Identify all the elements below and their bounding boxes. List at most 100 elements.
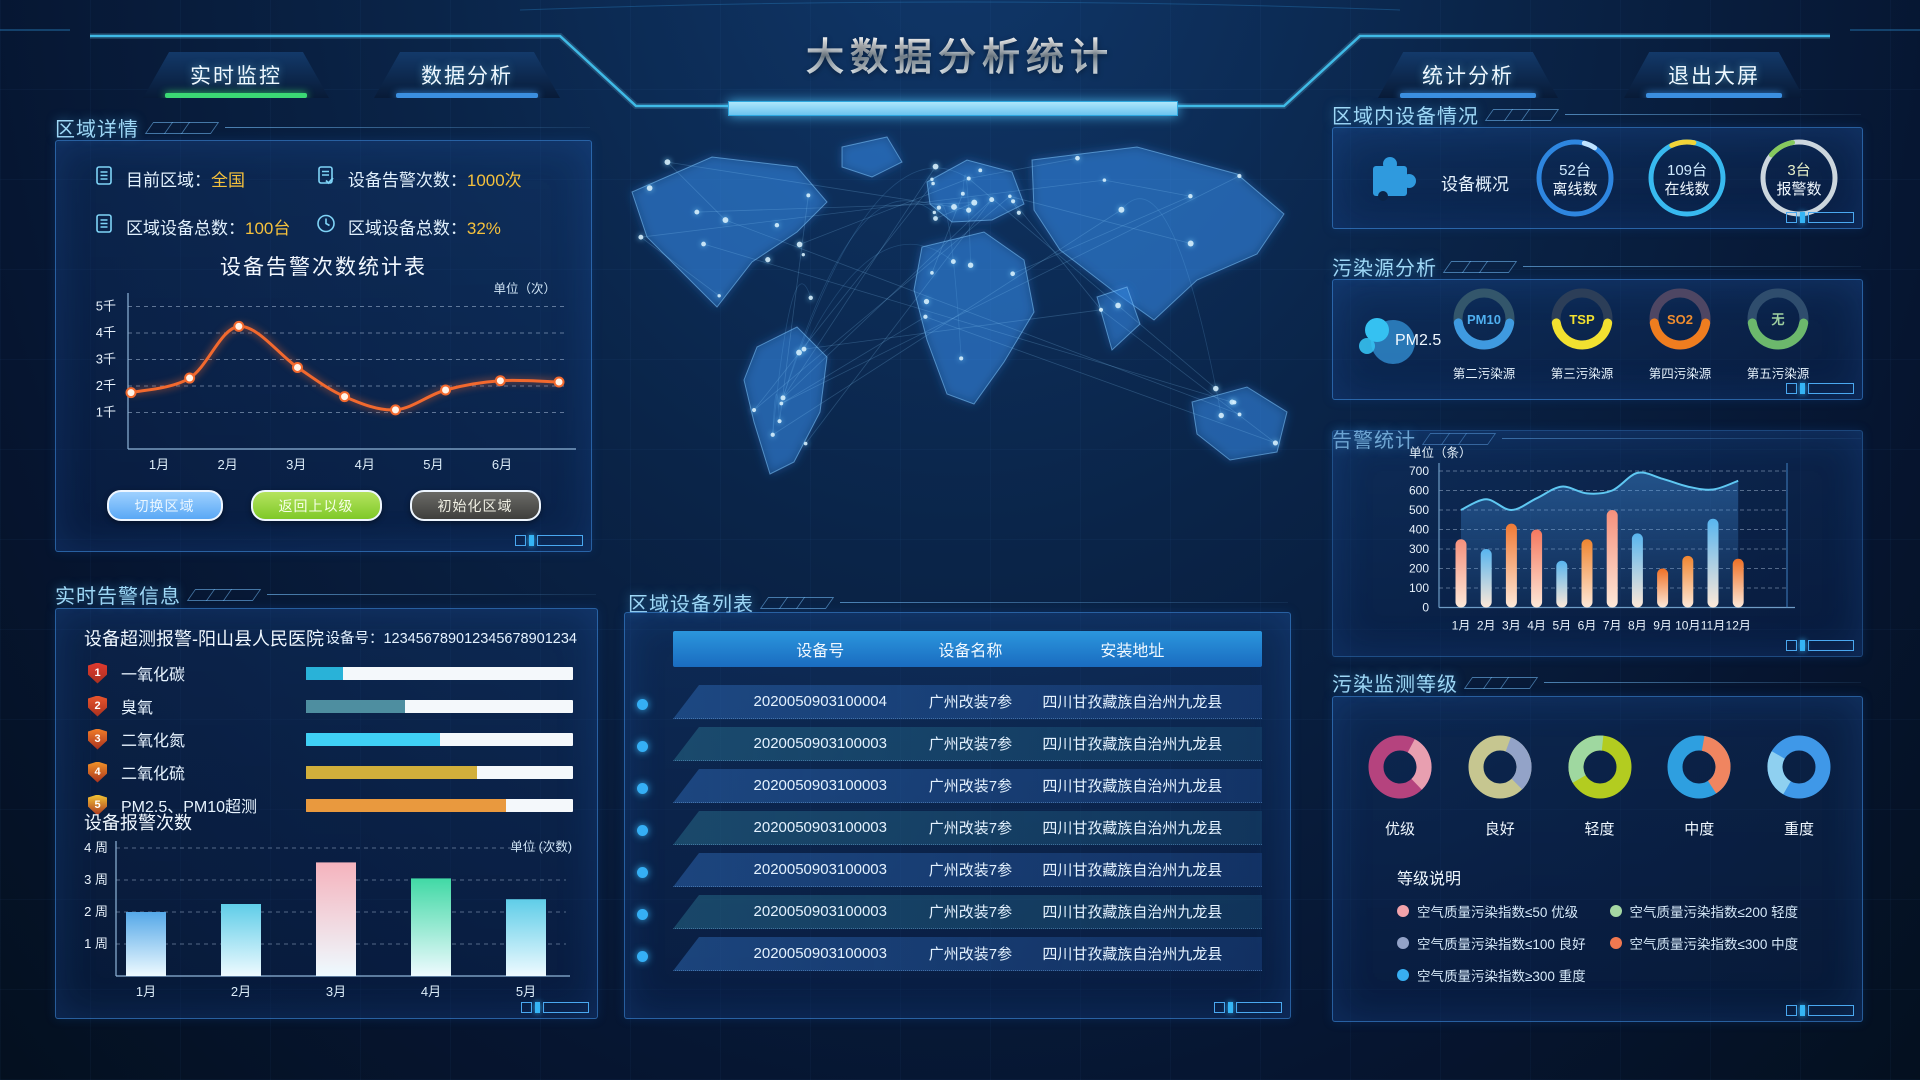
week-bar-title: 设备报警次数 bbox=[84, 813, 192, 833]
puzzle-icon bbox=[1373, 157, 1416, 201]
table-row[interactable]: 2020050903100003 广州改装7参 四川甘孜藏族自治州九龙县 bbox=[673, 895, 1262, 929]
overview-ring-3: 3台 报警数 bbox=[1757, 136, 1841, 220]
donut-label: 重度 bbox=[1783, 821, 1814, 838]
legend-text: 空气质量污染指数≥300 重度 bbox=[1417, 969, 1586, 984]
column-header-1: 设备号 bbox=[796, 643, 845, 660]
table-cell: 2020050903100003 bbox=[753, 945, 887, 962]
stat-label: 区域设备总数： bbox=[347, 218, 467, 238]
region-detail-title-text: 区域详情 bbox=[55, 119, 139, 141]
reset-region-button[interactable]: 初始化区域 bbox=[409, 490, 541, 521]
tab-left-2[interactable]: 数据分析 bbox=[374, 52, 560, 98]
row-dot bbox=[637, 825, 648, 836]
table-row[interactable]: 2020050903100003 广州改装7参 四川甘孜藏族自治州九龙县 bbox=[673, 769, 1262, 803]
source-ring-4: 无第五污染源 bbox=[1745, 286, 1811, 392]
title-line bbox=[1565, 114, 1861, 115]
svg-text:4月: 4月 bbox=[1527, 619, 1546, 633]
row-dot bbox=[637, 867, 648, 878]
tab-left-1[interactable]: 实时监控 bbox=[143, 52, 329, 98]
legend-dot bbox=[1397, 905, 1409, 917]
pollution-source-title-text: 污染源分析 bbox=[1332, 258, 1437, 280]
table-cell: 2020050903100003 bbox=[753, 903, 887, 920]
source-ring-3: SO2 第四污染源 bbox=[1647, 286, 1713, 392]
stat-text: 区域设备总数：100台 bbox=[126, 214, 290, 239]
source-label: 第四污染源 bbox=[1648, 367, 1712, 381]
table-cell: 2020050903100003 bbox=[753, 861, 887, 878]
svg-text:2月: 2月 bbox=[231, 984, 251, 999]
doc-icon bbox=[94, 213, 114, 239]
svg-text:12月: 12月 bbox=[1726, 619, 1751, 633]
pollution-source-title: 污染源分析 bbox=[1332, 252, 1861, 281]
region-buttons: 切换区域 返回上以级 初始化区域 bbox=[56, 490, 591, 521]
corner-decoration bbox=[521, 1002, 589, 1013]
svg-text:1月: 1月 bbox=[1452, 619, 1471, 633]
table-row[interactable]: 2020050903100003 广州改装7参 四川甘孜藏族自治州九龙县 bbox=[673, 727, 1262, 761]
pollutant-row-4: 4 二氧化硫 bbox=[88, 760, 573, 784]
svg-text:700: 700 bbox=[1409, 464, 1429, 478]
table-row[interactable]: 2020050903100003 广州改装7参 四川甘孜藏族自治州九龙县 bbox=[673, 937, 1262, 971]
svg-text:SO2: SO2 bbox=[1667, 312, 1693, 327]
clock-icon bbox=[316, 213, 336, 239]
stat-value: 32% bbox=[466, 218, 501, 238]
svg-text:3月: 3月 bbox=[286, 457, 306, 472]
table-cell: 2020050903100003 bbox=[753, 819, 887, 836]
svg-text:1 周: 1 周 bbox=[84, 936, 108, 951]
svg-text:2月: 2月 bbox=[217, 457, 237, 472]
table-row-wrap: 2020050903100004 广州改装7参 四川甘孜藏族自治州九龙县 bbox=[637, 685, 1262, 719]
svg-text:400: 400 bbox=[1409, 523, 1429, 537]
svg-text:3月: 3月 bbox=[1502, 619, 1521, 633]
device-overview-title-text: 区域内设备情况 bbox=[1332, 106, 1479, 128]
pollution-level-title-text: 污染监测等级 bbox=[1332, 674, 1458, 696]
alarm-stats-panel: 单位（条） 700 600 500 400 300 200 100 0 1月 2月 3月 4月 5月 6月 7… bbox=[1332, 430, 1863, 657]
rank-shield-icon: 2 bbox=[88, 695, 107, 717]
svg-text:1月: 1月 bbox=[136, 984, 156, 999]
svg-text:1月: 1月 bbox=[149, 457, 169, 472]
stat-label: 设备告警次数： bbox=[347, 170, 467, 190]
region-stats-grid: 目前区域：全国 设备告警次数：1000次 区域设备总数：100台 区域设备总数：32% bbox=[94, 165, 571, 239]
table-cell: 四川甘孜藏族自治州九龙县 bbox=[1042, 694, 1223, 711]
donut-label: 良好 bbox=[1484, 821, 1515, 838]
region-stat-4: 区域设备总数：32% bbox=[316, 213, 571, 239]
column-header-2: 设备名称 bbox=[938, 643, 1003, 660]
legend-item-4: 空气质量污染指数≤300 中度 bbox=[1609, 933, 1823, 953]
title-line bbox=[1544, 682, 1861, 683]
pollution-source-panel: PM2.5 PM10 第二污染源 TSP 第三污染源 SO2 第四污染源 无第五污染源 bbox=[1332, 279, 1863, 400]
svg-text:在线数: 在线数 bbox=[1664, 181, 1709, 198]
svg-text:500: 500 bbox=[1409, 503, 1429, 517]
pollutant-row-3: 3 二氧化氮 bbox=[88, 727, 573, 751]
pm25-bubbles-icon bbox=[1359, 318, 1415, 364]
svg-text:10月: 10月 bbox=[1675, 619, 1700, 633]
table-cell: 2020050903100004 bbox=[753, 693, 887, 710]
stat-text: 目前区域：全国 bbox=[126, 166, 245, 191]
rank-shield-icon: 3 bbox=[88, 728, 107, 750]
column-header-3: 安装地址 bbox=[1100, 643, 1165, 660]
legend-item-5: 空气质量污染指数≥300 重度 bbox=[1397, 965, 1610, 985]
table-cell: 四川甘孜藏族自治州九龙县 bbox=[1042, 736, 1223, 753]
svg-text:PM10: PM10 bbox=[1467, 312, 1501, 327]
switch-region-button[interactable]: 切换区域 bbox=[106, 490, 223, 521]
table-row[interactable]: 2020050903100003 广州改装7参 四川甘孜藏族自治州九龙县 bbox=[673, 811, 1262, 845]
title-underline-bar bbox=[728, 101, 1178, 116]
svg-text:2月: 2月 bbox=[1477, 619, 1496, 633]
pollutant-bar-fill bbox=[306, 765, 477, 779]
table-row[interactable]: 2020050903100003 广州改装7参 四川甘孜藏族自治州九龙县 bbox=[673, 853, 1262, 887]
source-label: 第五污染源 bbox=[1746, 367, 1810, 381]
tab-right-2[interactable]: 退出大屏 bbox=[1624, 52, 1804, 98]
back-level-button[interactable]: 返回上以级 bbox=[250, 490, 382, 521]
table-cell: 2020050903100003 bbox=[753, 735, 887, 752]
device-table-panel: 设备号 设备名称 安装地址 2020050903100004 广州改装7参 四川甘孜藏族… bbox=[624, 612, 1291, 1019]
row-dot bbox=[637, 951, 648, 962]
pollutant-row-5: 5 PM2.5、PM10超测 bbox=[88, 793, 573, 817]
table-cell: 2020050903100003 bbox=[753, 777, 887, 794]
device-table-title-text: 区域设备列表 bbox=[628, 594, 754, 616]
table-row[interactable]: 2020050903100004 广州改装7参 四川甘孜藏族自治州九龙县 bbox=[673, 685, 1262, 719]
stat-value: 全国 bbox=[211, 170, 245, 190]
table-cell: 四川甘孜藏族自治州九龙县 bbox=[1042, 904, 1223, 921]
corner-decoration bbox=[1786, 640, 1854, 651]
tab-label: 统计分析 bbox=[1422, 65, 1514, 88]
svg-text:单位（条）: 单位（条） bbox=[1409, 445, 1472, 460]
pollutant-bar-fill bbox=[306, 699, 405, 713]
svg-text:4千: 4千 bbox=[96, 325, 116, 340]
tab-right-1[interactable]: 统计分析 bbox=[1378, 52, 1558, 98]
svg-text:单位（次）: 单位（次） bbox=[493, 281, 556, 296]
